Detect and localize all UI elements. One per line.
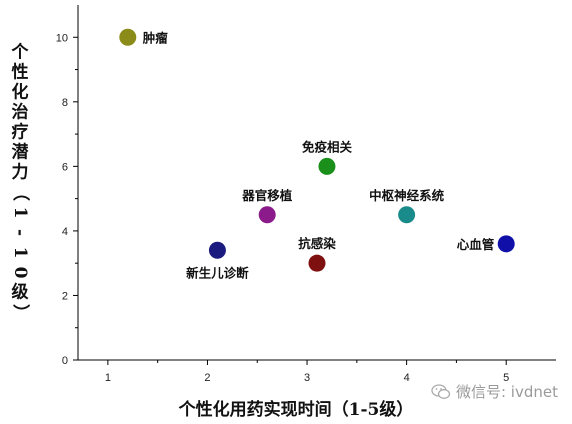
- data-point: [318, 157, 336, 175]
- data-point: [208, 241, 226, 259]
- x-axis-label: 个性化用药实现时间（1-5级）: [178, 399, 414, 420]
- data-point: [258, 206, 276, 224]
- y-axis-label-char: ）: [10, 304, 31, 321]
- data-points: [119, 28, 515, 272]
- y-tick-label: 4: [62, 226, 68, 238]
- data-point-label: 抗感染: [298, 236, 336, 251]
- y-axis-label-char: 级: [12, 282, 29, 303]
- y-axis-ticks: 0 2 4 6 8 10: [56, 32, 78, 367]
- x-tick-label: 1: [105, 372, 111, 384]
- watermark-text: 微信号: ivdnet: [455, 383, 558, 401]
- data-point-label: 免疫相关: [302, 139, 353, 154]
- data-point-label: 器官移植: [241, 188, 293, 203]
- y-axis-label-char: 化: [12, 82, 29, 103]
- data-point: [119, 28, 137, 46]
- x-tick-label: 5: [503, 372, 509, 384]
- y-tick-label: 6: [62, 161, 68, 173]
- y-axis-label-char: 力: [12, 162, 29, 183]
- y-tick-label: 10: [56, 32, 68, 44]
- y-axis-label-char: 1: [10, 247, 30, 259]
- x-tick-label: 3: [304, 372, 310, 384]
- y-axis-label-char: 性: [12, 62, 29, 83]
- y-axis-label-char: 疗: [12, 122, 29, 143]
- y-tick-label: 2: [62, 290, 68, 302]
- axes: [77, 5, 556, 361]
- y-axis-label-char: -: [10, 229, 30, 236]
- y-tick-label: 8: [62, 97, 68, 109]
- data-point-label: 肿瘤: [143, 30, 169, 45]
- y-axis-label-char: 治: [12, 102, 29, 123]
- x-tick-label: 2: [204, 372, 210, 384]
- wechat-icon: [431, 383, 451, 399]
- data-point: [398, 206, 416, 224]
- y-tick-label: 0: [62, 355, 68, 367]
- y-axis-label-char: （: [10, 184, 31, 201]
- data-point-label: 心血管: [457, 237, 495, 252]
- y-axis-label-char: 潜: [12, 142, 30, 163]
- watermark: 微信号: ivdnet: [431, 381, 558, 402]
- y-axis-label-char: 个: [11, 42, 30, 63]
- data-point: [308, 254, 326, 272]
- data-point-label: 中枢神经系统: [369, 188, 445, 203]
- x-axis-ticks: 1 2 3 4 5: [105, 360, 509, 384]
- data-point: [497, 235, 515, 253]
- x-tick-label: 4: [404, 372, 410, 384]
- data-point-label: 新生儿诊断: [186, 265, 249, 280]
- y-axis-label-char: 0: [10, 267, 30, 279]
- y-axis-label-char: 1: [10, 207, 30, 219]
